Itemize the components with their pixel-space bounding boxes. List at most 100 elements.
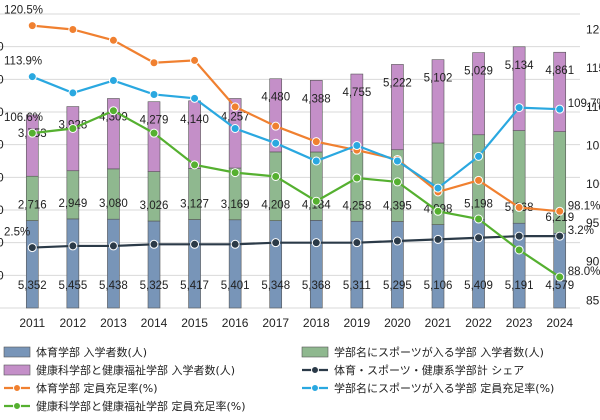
y-left-tick-label: 0 xyxy=(0,40,4,54)
series-point xyxy=(311,156,321,166)
series-point xyxy=(68,24,78,34)
bar-segment xyxy=(553,232,567,309)
bar-segment xyxy=(350,73,364,153)
series-point xyxy=(68,241,78,251)
bar-data-label: 5,325 xyxy=(140,280,169,292)
bar-data-label: 3,026 xyxy=(140,200,169,212)
series-line xyxy=(32,235,560,249)
bar-segment xyxy=(66,106,80,172)
series-point xyxy=(149,58,159,68)
bar-segment xyxy=(188,168,201,220)
series-point xyxy=(311,137,321,147)
series-point xyxy=(230,102,240,112)
x-tick-label: 2022 xyxy=(465,316,492,330)
y-right-tick-label: 120 xyxy=(586,22,600,36)
series-point xyxy=(352,238,362,248)
legend-swatch xyxy=(3,346,31,358)
series-point xyxy=(27,21,37,31)
y-right-tick-label: 95 xyxy=(586,216,600,230)
series-point xyxy=(311,238,321,248)
bar-segment xyxy=(472,219,485,309)
bar-segment xyxy=(472,52,485,136)
bar-segment xyxy=(25,175,39,221)
bar-data-label: 5,106 xyxy=(424,280,453,292)
bar-data-label: 3,127 xyxy=(180,199,209,211)
bar-segment xyxy=(553,51,567,132)
y-right-tick-label: 105 xyxy=(586,139,600,153)
series-point xyxy=(352,141,362,151)
series-point xyxy=(68,124,78,134)
bar-data-label: 5,198 xyxy=(464,199,493,211)
bar-segment xyxy=(188,100,201,169)
legend-label: 健康科学部と健康福祉学部 入学者数(人) xyxy=(36,363,235,377)
legend-item: 学部名にスポーツが入る学部 入学者数(人) xyxy=(301,345,544,359)
legend-swatch-marker xyxy=(311,384,319,392)
bar-segment xyxy=(66,170,80,220)
y-right-tick-label: 110 xyxy=(586,100,600,114)
bar-data-label: 4,279 xyxy=(140,115,169,127)
x-tick-label: 2018 xyxy=(303,316,330,330)
series-point xyxy=(474,151,484,161)
y-right-tick-label: 115 xyxy=(586,61,600,75)
line-data-label: 2.5% xyxy=(4,227,30,239)
bar-segment xyxy=(228,98,242,169)
line-data-label: 88.0% xyxy=(568,266,600,278)
legend-swatch xyxy=(3,364,31,376)
series-point xyxy=(392,156,402,166)
legend-item: 体育学部 入学者数(人) xyxy=(3,345,147,359)
bar-segment xyxy=(107,218,120,309)
legend-label: 健康科学部と健康福祉学部 定員充足率(%) xyxy=(36,399,246,413)
bar-data-label: 5,401 xyxy=(221,280,250,292)
series-point xyxy=(271,121,281,131)
bar-data-label: 5,352 xyxy=(18,280,47,292)
x-tick-label: 2012 xyxy=(60,316,87,330)
legend-swatch-marker xyxy=(311,366,319,374)
series-point xyxy=(190,55,200,65)
x-tick-label: 2024 xyxy=(546,316,573,330)
y-left-tick-label: 0 xyxy=(0,138,4,152)
y-left-tick-label: 0 xyxy=(0,72,4,86)
bar-segment xyxy=(269,220,283,309)
series-line xyxy=(32,24,560,213)
bar-data-label: 4,480 xyxy=(261,92,290,104)
x-tick-label: 2015 xyxy=(181,316,208,330)
series-point xyxy=(514,231,524,241)
bar-data-label: 5,348 xyxy=(261,280,290,292)
series-point xyxy=(271,171,281,181)
series-point xyxy=(190,160,200,170)
bar-segment xyxy=(107,98,120,170)
y-left-tick-label: 0 xyxy=(0,268,4,282)
x-tick-label: 2017 xyxy=(262,316,289,330)
bar-data-label: 5,311 xyxy=(343,280,371,292)
bar-data-label: 5,368 xyxy=(302,280,331,292)
series-point xyxy=(433,183,443,193)
y-left-tick-label: 0 xyxy=(0,236,4,250)
bar-data-label: 5,222 xyxy=(383,77,412,89)
series-point xyxy=(190,239,200,249)
legend-label: 学部名にスポーツが入る学部 入学者数(人) xyxy=(334,345,544,359)
series-point xyxy=(149,239,159,249)
series-point xyxy=(108,76,118,86)
series-point xyxy=(149,128,159,138)
x-tick-label: 2014 xyxy=(141,316,168,330)
y-right-tick-label: 85 xyxy=(586,293,600,307)
bar-segment xyxy=(107,168,120,220)
series-point xyxy=(555,231,565,241)
series-point xyxy=(474,233,484,243)
series-point xyxy=(27,243,37,253)
series-point xyxy=(555,272,565,282)
bar-data-label: 5,102 xyxy=(424,73,453,85)
bar-segment xyxy=(147,171,161,222)
y-left-tick-label: 0 xyxy=(0,203,4,217)
bar-data-label: 4,140 xyxy=(180,114,209,126)
bar-data-label: 5,191 xyxy=(505,280,534,292)
bar-data-label: 5,455 xyxy=(58,280,87,292)
legend-label: 体育学部 定員充足率(%) xyxy=(36,381,158,395)
bar-data-label: 4,755 xyxy=(342,87,371,99)
x-tick-label: 2013 xyxy=(100,316,127,330)
legend-swatch xyxy=(301,346,329,358)
bar-data-label: 2,716 xyxy=(18,200,47,212)
bar-data-label: 4,208 xyxy=(261,200,290,212)
